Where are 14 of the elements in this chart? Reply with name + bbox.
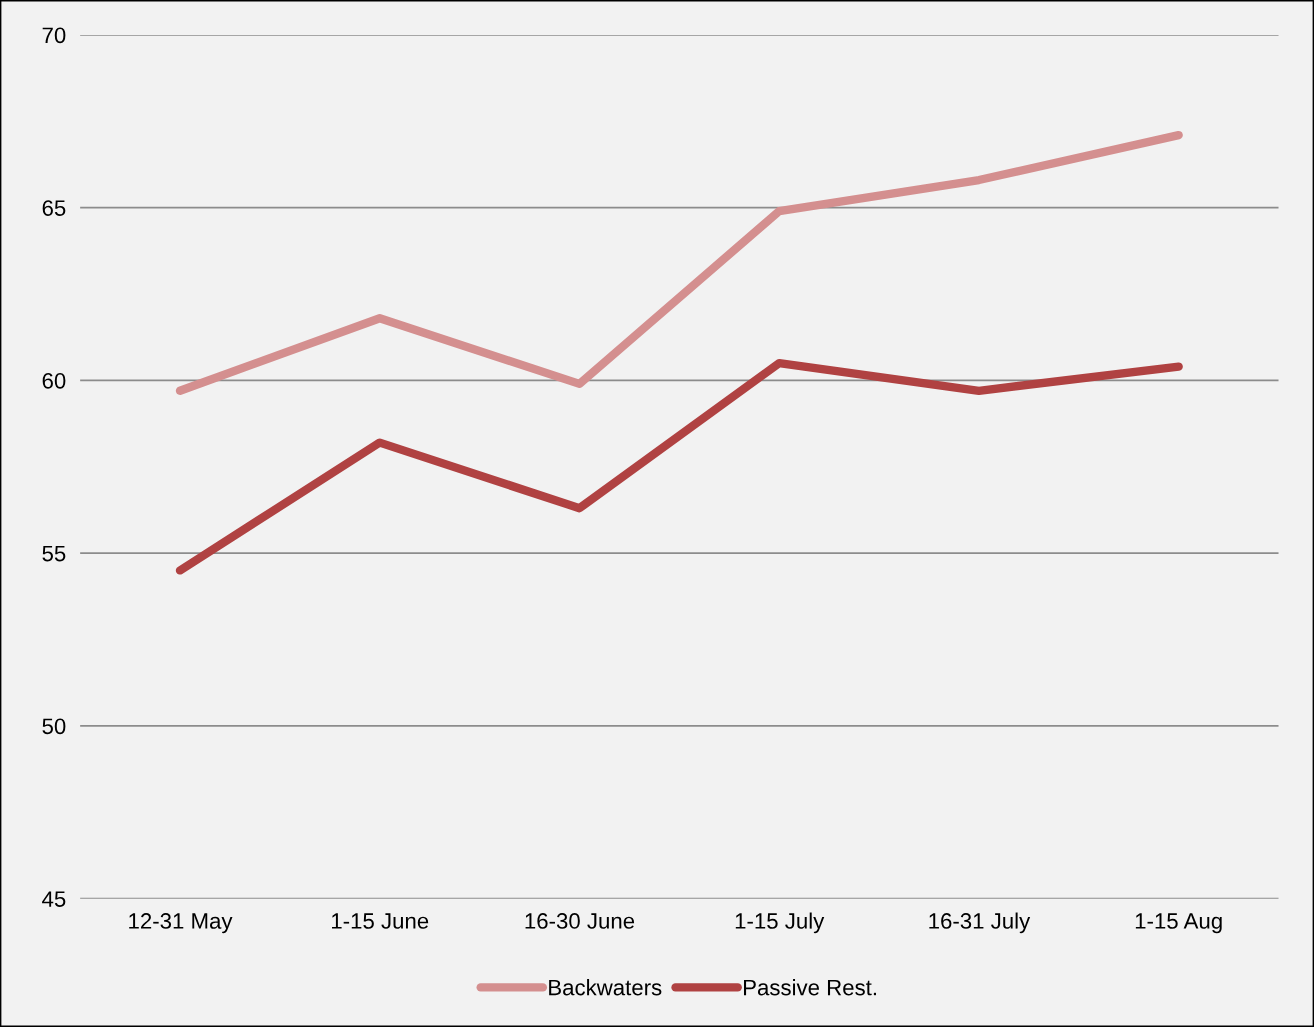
y-tick-label: 45 <box>42 891 66 907</box>
y-tick-label: 55 <box>42 545 66 562</box>
x-tick-label: 1-15 July <box>735 912 825 934</box>
x-tick-label: 1-15 June <box>332 913 429 929</box>
y-tick-label: 70 <box>42 27 66 44</box>
y-tick-label: 50 <box>42 718 66 735</box>
y-tick-label: 60 <box>42 372 66 389</box>
x-tick-label: 16-31 July <box>929 912 1031 934</box>
y-tick-label: 65 <box>42 200 66 216</box>
legend-label: Backwaters <box>549 979 662 996</box>
legend-label: Passive Rest. <box>744 979 876 996</box>
x-tick-label: 12-31 May <box>129 913 233 934</box>
x-tick-label: 1-15 Aug <box>1135 913 1222 934</box>
x-tick-label: 16-30 June <box>525 913 635 929</box>
